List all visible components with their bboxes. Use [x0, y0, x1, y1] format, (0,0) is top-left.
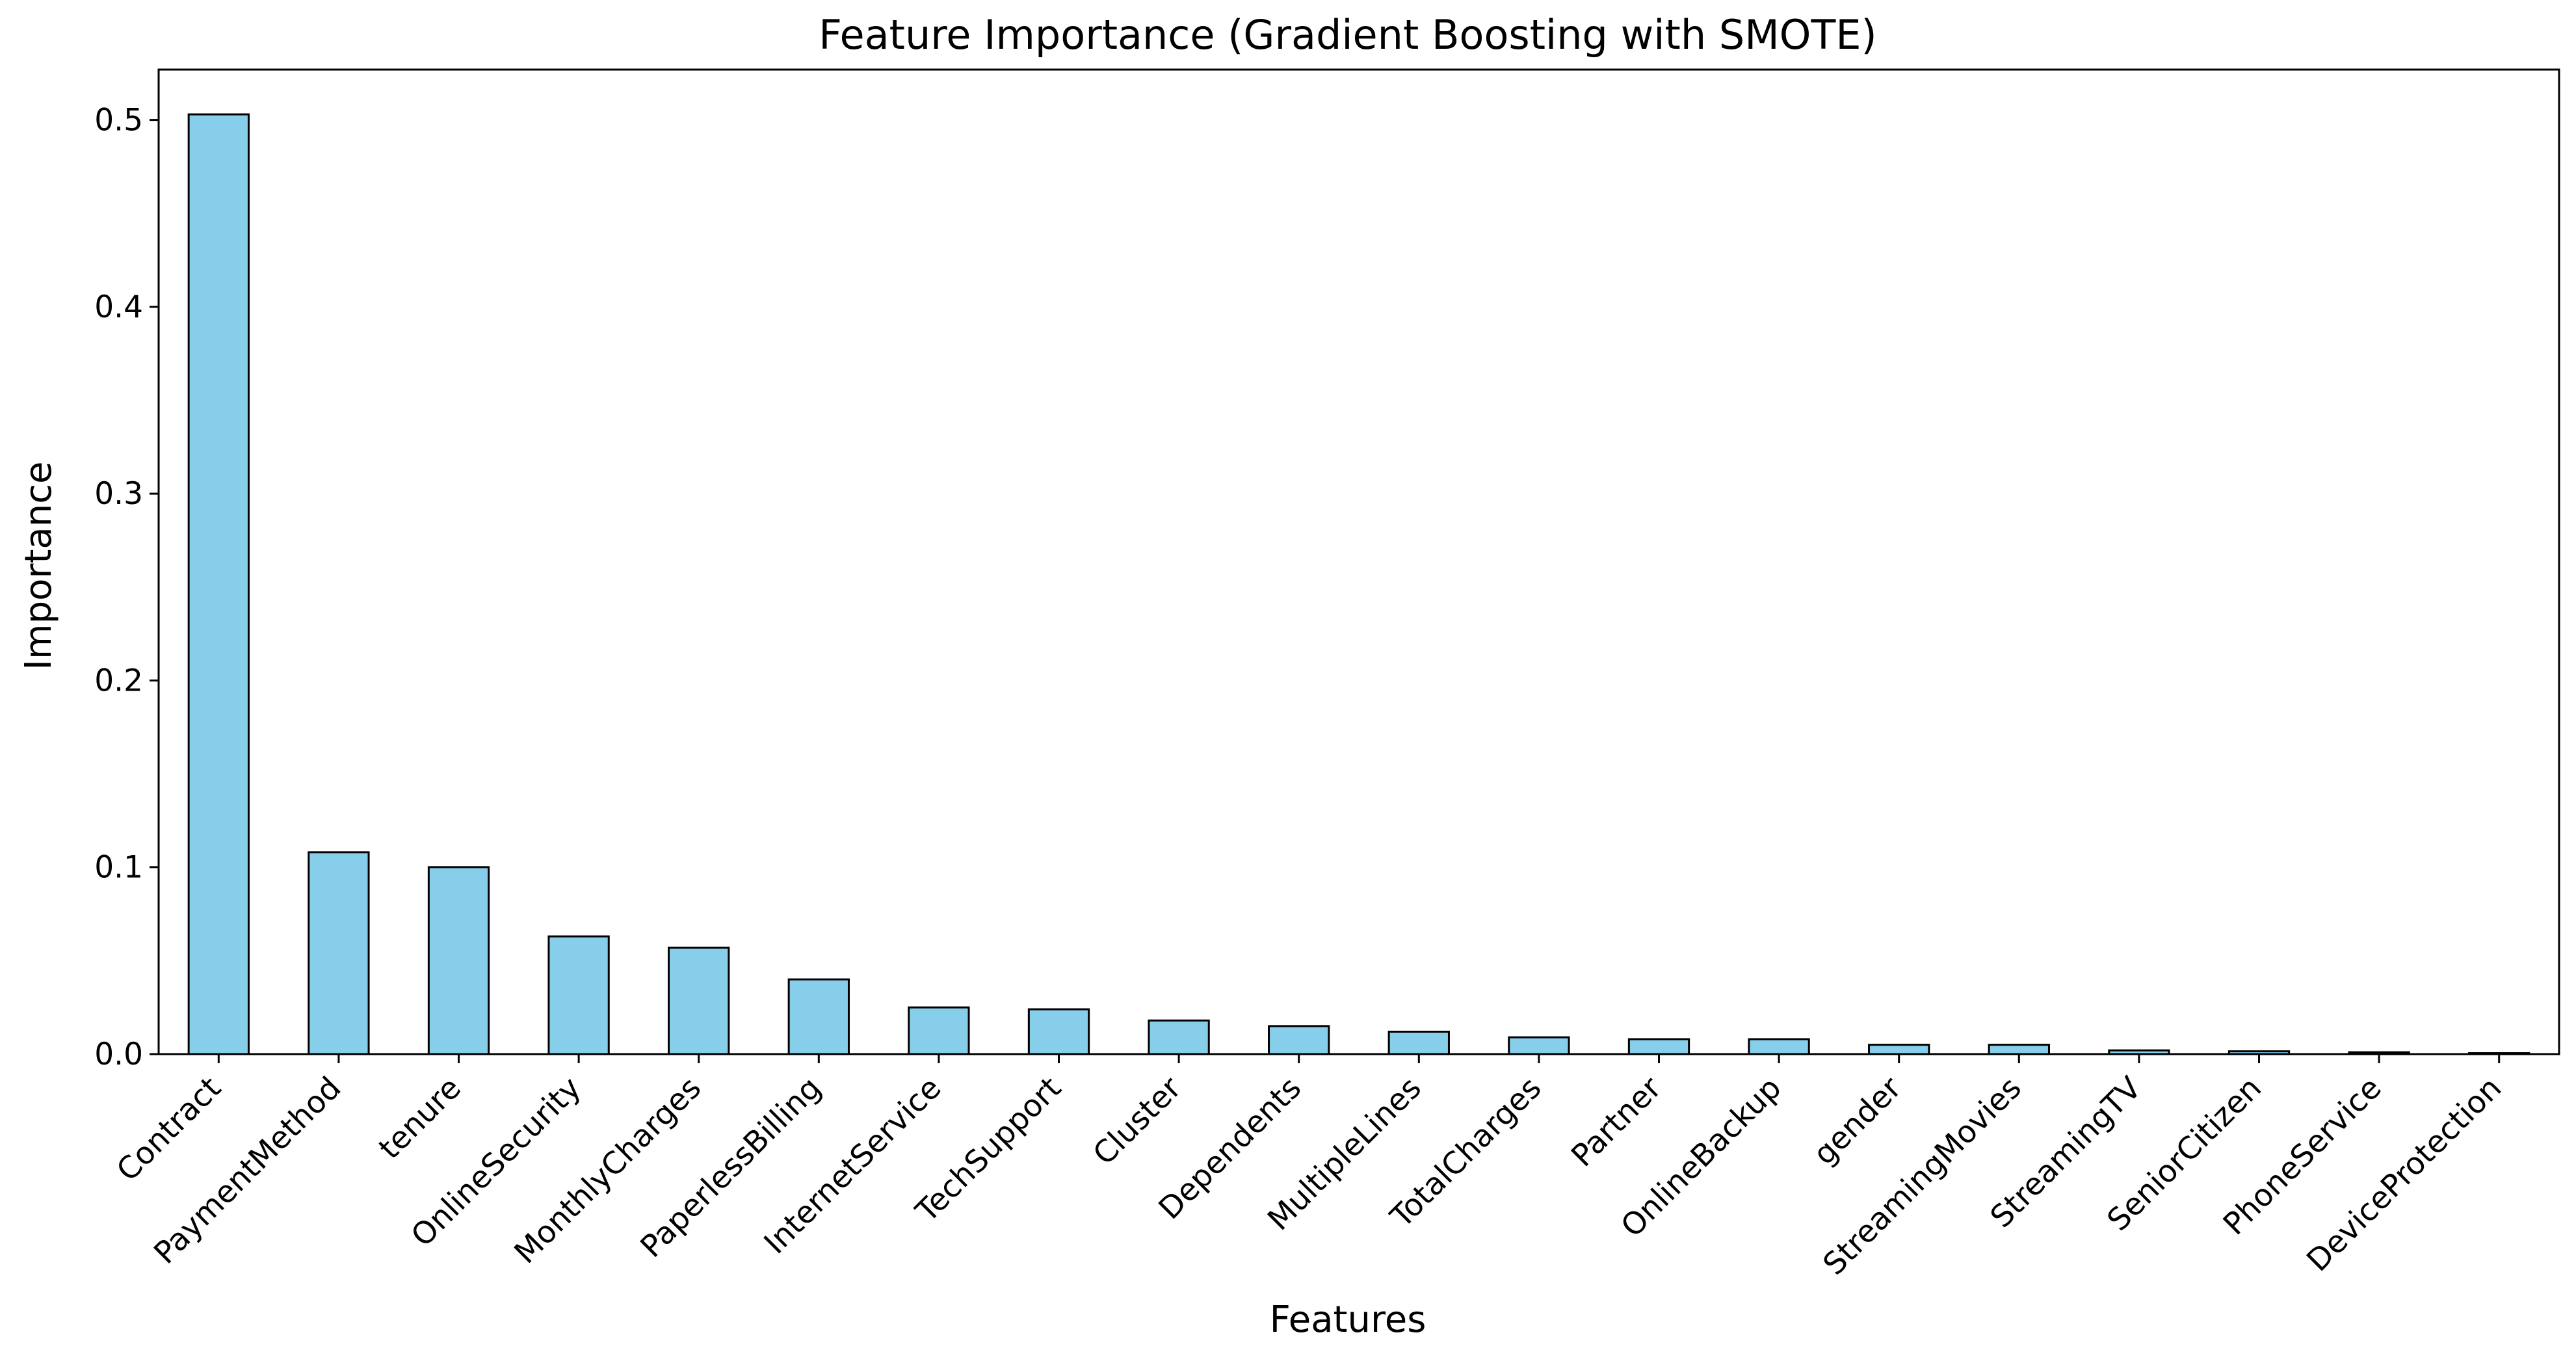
y-tick-label: 0.5	[94, 103, 143, 139]
bar-MonthlyCharges	[668, 946, 730, 1055]
x-axis-label: Features	[1270, 1299, 1426, 1341]
chart-title: Feature Importance (Gradient Boosting wi…	[819, 11, 1876, 59]
bar-TechSupport	[1027, 1008, 1090, 1055]
y-tick-label: 0.0	[94, 1037, 143, 1072]
bar-MultipleLines	[1387, 1031, 1450, 1055]
y-tick-label: 0.4	[94, 289, 143, 325]
y-tick-label: 0.3	[94, 476, 143, 512]
bar-Dependents	[1268, 1025, 1330, 1055]
bar-PaperlessBilling	[787, 978, 850, 1055]
bar-gender	[1868, 1044, 1930, 1055]
bar-Contract	[187, 113, 250, 1055]
bar-OnlineBackup	[1748, 1038, 1810, 1055]
y-tick-label: 0.2	[94, 663, 143, 698]
bar-StreamingMovies	[1988, 1044, 2050, 1055]
y-tick-label: 0.1	[94, 850, 143, 886]
bar-TotalCharges	[1508, 1036, 1570, 1055]
bars-layer	[187, 113, 2530, 1055]
bar-Partner	[1627, 1038, 1690, 1055]
bar-OnlineSecurity	[547, 935, 610, 1055]
plot-area-frame	[157, 68, 2560, 1055]
y-axis-label: Importance	[18, 462, 60, 670]
bar-Cluster	[1148, 1019, 1210, 1055]
bar-InternetService	[908, 1006, 970, 1055]
bar-tenure	[427, 866, 490, 1055]
bar-PaymentMethod	[308, 851, 370, 1055]
